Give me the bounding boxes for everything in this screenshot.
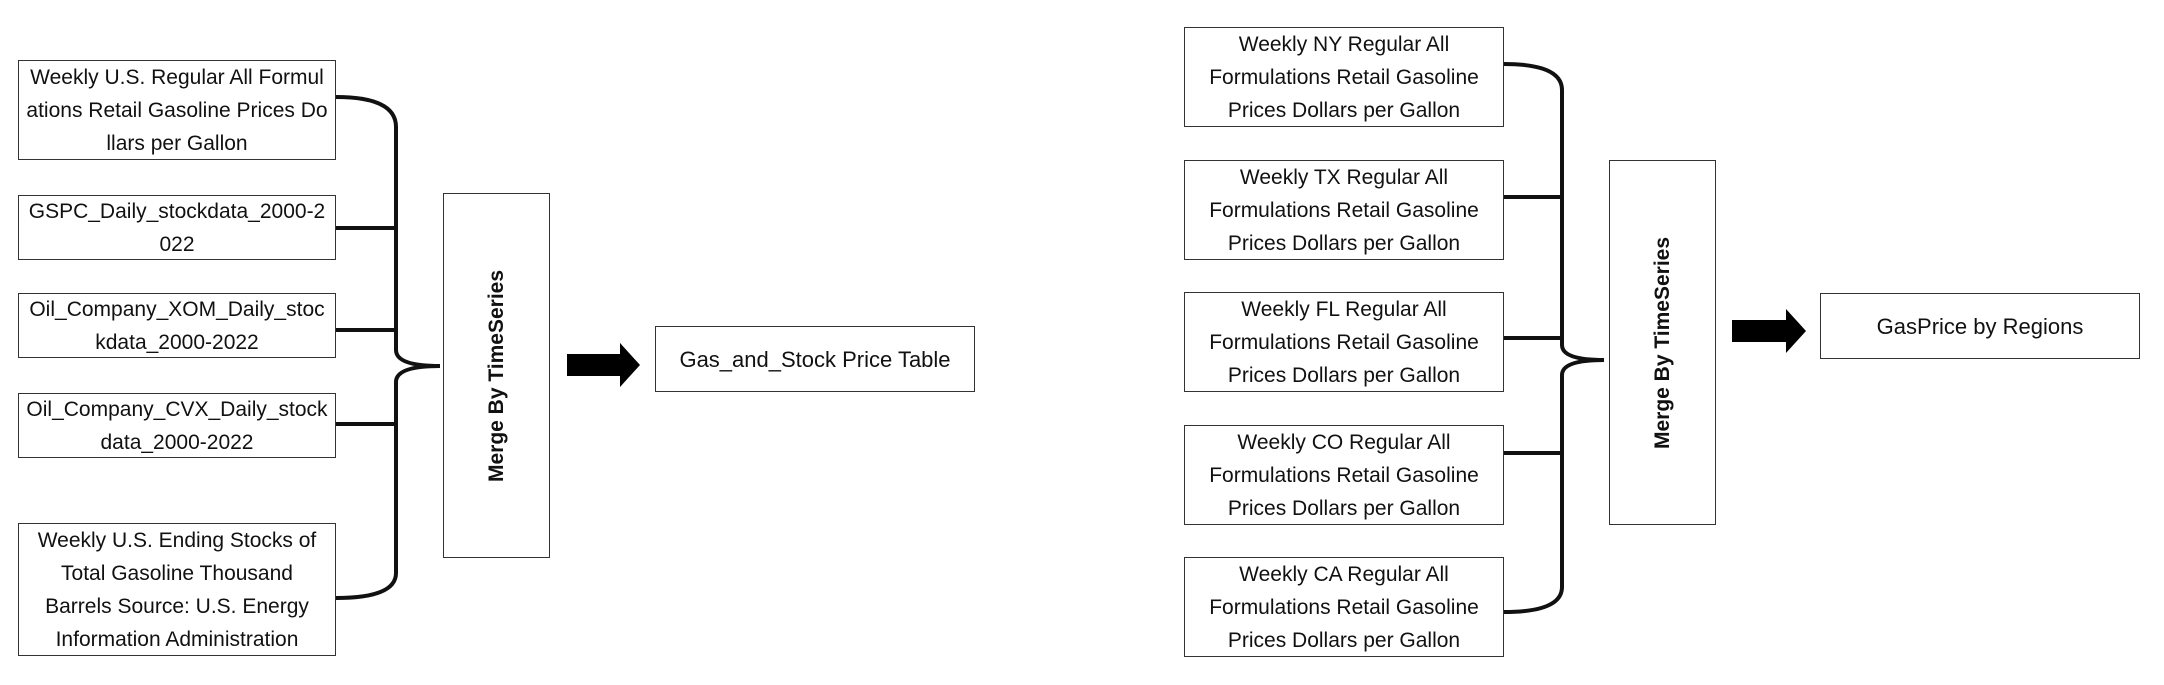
source-gspc-stockdata[interactable]: GSPC_Daily_stockdata_2000-2022 — [18, 195, 336, 260]
source-label: GSPC_Daily_stockdata_2000-2022 — [28, 199, 326, 256]
source-ca-gasoline-prices[interactable]: Weekly CA Regular All Formulations Retai… — [1184, 557, 1504, 657]
output-label: Gas_and_Stock Price Table — [679, 346, 951, 372]
merge-label: Merge By TimeSeries — [484, 269, 508, 482]
source-label: Oil_Company_CVX_Daily_stockdata_2000-202… — [26, 397, 328, 454]
left-arrow — [567, 343, 640, 387]
source-tx-gasoline-prices[interactable]: Weekly TX Regular All Formulations Retai… — [1184, 160, 1504, 260]
source-label: Weekly NY Regular All Formulations Retai… — [1209, 32, 1479, 122]
source-fl-gasoline-prices[interactable]: Weekly FL Regular All Formulations Retai… — [1184, 292, 1504, 392]
right-arrow — [1732, 309, 1806, 353]
source-co-gasoline-prices[interactable]: Weekly CO Regular All Formulations Retai… — [1184, 425, 1504, 525]
source-label: Weekly TX Regular All Formulations Retai… — [1209, 165, 1479, 255]
merge-node-right[interactable]: Merge By TimeSeries — [1609, 160, 1716, 525]
source-label: Weekly U.S. Ending Stocks of Total Gasol… — [37, 528, 317, 651]
source-label: Weekly FL Regular All Formulations Retai… — [1209, 297, 1479, 387]
source-label: Weekly CO Regular All Formulations Retai… — [1209, 430, 1479, 520]
source-ny-gasoline-prices[interactable]: Weekly NY Regular All Formulations Retai… — [1184, 27, 1504, 127]
source-label: Weekly U.S. Regular All Formulations Ret… — [26, 65, 328, 155]
merge-node-left[interactable]: Merge By TimeSeries — [443, 193, 550, 558]
source-xom-stockdata[interactable]: Oil_Company_XOM_Daily_stockdata_2000-202… — [18, 293, 336, 358]
right-brace — [1503, 62, 1605, 614]
source-label: Weekly CA Regular All Formulations Retai… — [1209, 562, 1479, 652]
source-cvx-stockdata[interactable]: Oil_Company_CVX_Daily_stockdata_2000-202… — [18, 393, 336, 458]
source-label: Oil_Company_XOM_Daily_stockdata_2000-202… — [29, 297, 325, 354]
merge-label: Merge By TimeSeries — [1650, 236, 1674, 449]
output-gasprice-by-regions[interactable]: GasPrice by Regions — [1820, 293, 2140, 359]
source-us-ending-stocks[interactable]: Weekly U.S. Ending Stocks of Total Gasol… — [18, 523, 336, 656]
output-label: GasPrice by Regions — [1876, 313, 2084, 339]
source-us-gasoline-prices[interactable]: Weekly U.S. Regular All Formulations Ret… — [18, 60, 336, 160]
output-gas-and-stock-table[interactable]: Gas_and_Stock Price Table — [655, 326, 975, 392]
left-brace — [335, 95, 441, 600]
